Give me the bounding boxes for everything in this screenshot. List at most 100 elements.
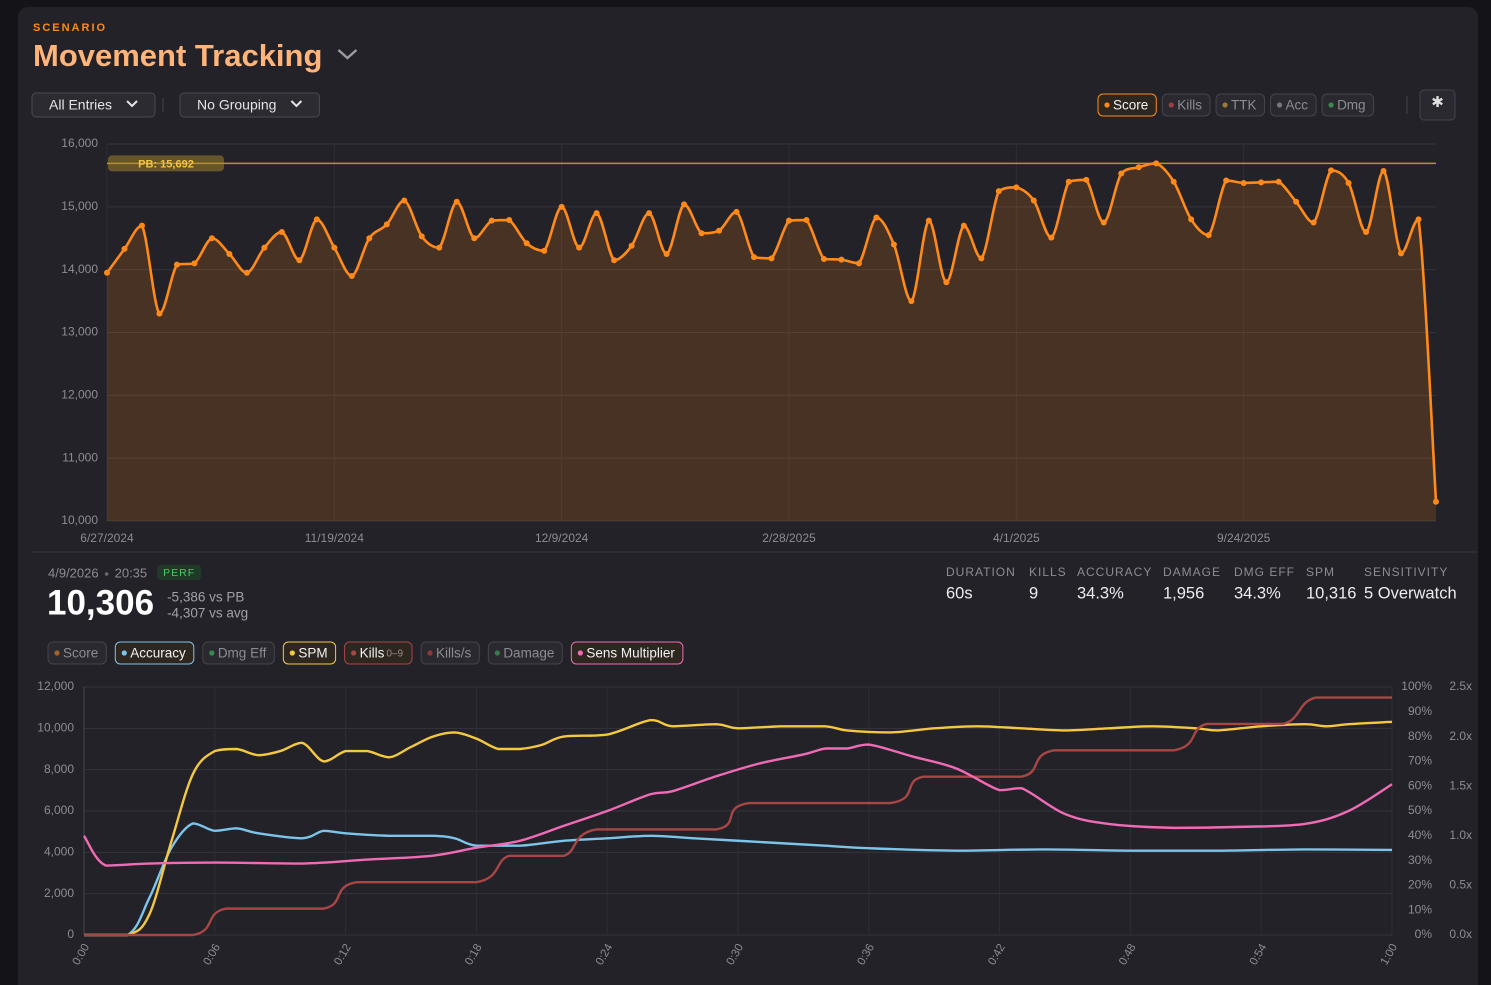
chip[interactable] [114,641,195,665]
chip[interactable] [420,641,480,665]
chip[interactable] [570,641,684,665]
point [1345,179,1352,186]
point [751,254,758,261]
chip-dot [209,650,215,656]
point [1048,234,1055,241]
settings-button[interactable] [1419,89,1456,121]
y2-tick-label: 40% [1408,828,1432,842]
point [1415,216,1422,223]
y-tick-label: 6,000 [44,803,74,817]
point [243,269,250,276]
y-tick-label: 0 [67,927,74,941]
y3-tick-label: 1.5x [1449,778,1472,792]
point [348,272,355,279]
vs-avg: -4,307 vs avg [167,606,248,621]
y3-tick-label: 1.0x [1449,828,1472,842]
point [1258,179,1265,186]
y2-tick-label: 60% [1408,778,1432,792]
chip[interactable] [1321,93,1375,117]
chip-label: Kills/s [436,646,472,661]
y-tick-label: 13,000 [61,325,98,339]
chip-dot [54,650,60,656]
point [943,279,950,286]
point [523,240,530,247]
y3-tick-label: 0.5x [1449,878,1472,892]
x-tick-label: 2/28/2025 [762,531,816,545]
point [488,217,495,224]
point [471,235,478,242]
y-tick-label: 10,000 [61,513,98,527]
stat-label: KILLS [1029,565,1067,579]
y2-tick-label: 70% [1408,754,1432,768]
point [1293,198,1300,205]
dropdown[interactable] [179,92,320,118]
entry-time: 20:35 [115,565,148,580]
point [1363,228,1370,235]
chip-label: Accuracy [130,646,186,661]
chip[interactable] [1161,93,1211,117]
x-tick-label: 12/9/2024 [535,531,589,545]
point [1380,168,1387,175]
point [873,214,880,221]
point [890,241,897,248]
point [104,269,110,276]
point [418,233,425,240]
point [541,247,548,254]
stat-label: DMG EFF [1234,565,1295,579]
chip[interactable] [487,641,563,665]
point [1188,216,1195,223]
dropdown-label: No Grouping [197,97,276,113]
chip[interactable] [1270,93,1317,117]
y2-tick-label: 50% [1408,803,1432,817]
dropdown[interactable] [31,92,156,118]
y3-tick-label: 2.5x [1449,679,1472,693]
chip-label: Acc [1286,98,1309,113]
point [1398,250,1405,257]
chip[interactable] [202,641,275,665]
point [1205,232,1212,239]
point [191,260,198,267]
point [978,255,985,262]
chip-label: Kills [360,646,385,661]
y-tick-label: 12,000 [37,679,74,693]
point [628,242,635,249]
line [84,822,1393,937]
point [611,257,618,264]
y2-tick-label: 90% [1408,704,1432,718]
chip[interactable] [47,641,107,665]
dropdown-chevron [290,100,303,108]
y2-tick-label: 30% [1408,853,1432,867]
chip[interactable] [1097,93,1157,117]
y-tick-label: 10,000 [37,721,74,735]
point [1100,219,1107,226]
point [296,257,303,264]
stat-value: 34.3% [1077,584,1124,602]
line [82,743,1393,867]
chip-label: SPM [298,646,327,661]
point [820,255,827,262]
chip[interactable] [1215,93,1266,117]
stat-label: ACCURACY [1077,565,1152,579]
point [226,250,233,257]
x-tick-label: 6/27/2024 [80,531,134,545]
y-tick-label: 12,000 [61,388,98,402]
point [785,217,792,224]
chip-label: TTK [1231,98,1257,113]
chip-label: Kills [1177,98,1202,113]
x-tick-label: 11/19/2024 [305,531,364,545]
point [1030,197,1037,204]
y3-tick-label: 2.0x [1449,729,1472,743]
stat-value: 34.3% [1234,584,1281,602]
chip-label: Score [63,646,98,661]
chip[interactable] [282,641,337,665]
y-tick-label: 4,000 [44,845,74,859]
chip-dot [1168,102,1174,108]
dot-separator [104,572,109,576]
point [436,244,443,251]
chip-label: Dmg Eff [218,646,267,661]
title-chevron[interactable] [337,49,358,60]
chip-dot [1328,102,1334,108]
chip[interactable] [344,641,413,665]
entry-date: 4/9/2026 [48,565,99,580]
